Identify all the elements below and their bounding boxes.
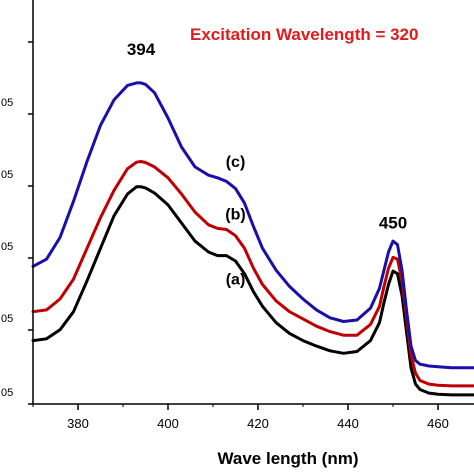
- x-tick-layer: 380 400 420 440 460: [32, 404, 449, 431]
- x-tick-label: 400: [157, 416, 179, 431]
- x-tick-label: 460: [427, 416, 449, 431]
- axes-layer: [32, 0, 474, 405]
- peak-label: 394: [127, 40, 156, 59]
- series-line-c: [31, 81, 474, 370]
- y-tick-label: 05: [1, 169, 13, 181]
- series-label-b: (b): [225, 206, 245, 223]
- y-tick-label: 05: [1, 241, 13, 253]
- x-tick-label: 420: [247, 416, 269, 431]
- series-layer: [31, 81, 474, 397]
- x-tick-label: 440: [337, 416, 359, 431]
- y-tick-label: 05: [1, 313, 13, 325]
- series-line-a: [31, 185, 474, 397]
- peak-label: 450: [379, 214, 407, 233]
- y-tick-label: 05: [1, 97, 13, 109]
- y-tick-layer: 05 05 05 05 05: [1, 41, 33, 405]
- x-axis-title: Wave length (nm): [217, 449, 358, 468]
- series-label-c: (c): [226, 154, 246, 171]
- x-tick-label: 380: [67, 416, 89, 431]
- y-tick-label: 05: [1, 387, 13, 399]
- chart-title: Excitation Wavelength = 320: [190, 25, 418, 44]
- series-label-a: (a): [226, 272, 246, 289]
- annotation-layer: 394 450: [127, 40, 407, 233]
- series-label-layer: (a) (b) (c): [225, 154, 245, 289]
